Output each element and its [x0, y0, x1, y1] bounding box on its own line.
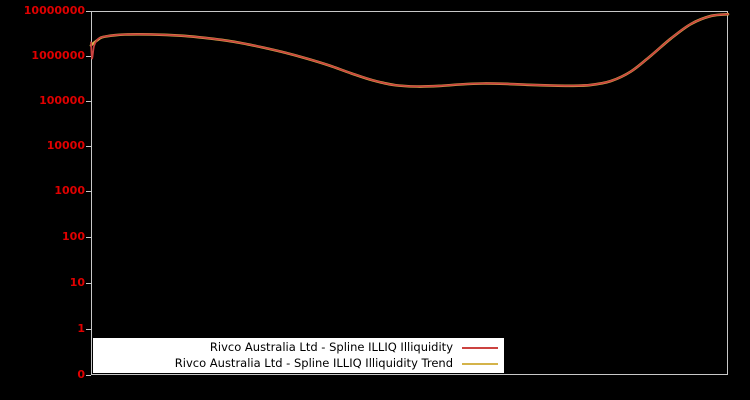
y-axis-tick-labels: 10000000 1000000 100000 10000 1000 100 10 1 0 — [0, 0, 85, 400]
y-tick-label-7: 1 — [77, 322, 85, 335]
legend-entry-illiquidity-trend[interactable]: Rivco Australia Ltd - Spline ILLIQ Illiq… — [93, 356, 504, 372]
y-tick-mark-1 — [86, 56, 91, 57]
series-lines — [89, 12, 730, 88]
y-tick-mark-0 — [86, 11, 91, 12]
y-tick-label-0: 10000000 — [23, 4, 85, 17]
y-tick-mark-6 — [86, 283, 91, 284]
y-tick-mark-3 — [86, 146, 91, 147]
legend-entry-illiquidity[interactable]: Rivco Australia Ltd - Spline ILLIQ Illiq… — [93, 340, 504, 356]
y-tick-mark-8 — [86, 375, 91, 376]
y-tick-mark-5 — [86, 237, 91, 238]
chart-legend[interactable]: Rivco Australia Ltd - Spline ILLIQ Illiq… — [93, 338, 504, 373]
series-line-illiquidity — [90, 13, 729, 88]
y-tick-label-4: 1000 — [54, 184, 85, 197]
legend-swatch-illiquidity-trend — [462, 362, 498, 365]
y-tick-label-6: 10 — [69, 276, 85, 289]
legend-label-illiquidity: Rivco Australia Ltd - Spline ILLIQ Illiq… — [209, 340, 453, 354]
series-line-illiquidity-trend — [89, 12, 730, 88]
legend-swatch-illiquidity — [462, 346, 498, 349]
y-tick-label-8: 0 — [77, 368, 85, 381]
y-tick-mark-7 — [86, 329, 91, 330]
y-tick-label-2: 100000 — [39, 94, 85, 107]
y-tick-mark-4 — [86, 191, 91, 192]
y-tick-label-1: 1000000 — [31, 49, 85, 62]
y-tick-label-5: 100 — [62, 230, 85, 243]
plot-area — [91, 11, 728, 375]
legend-label-illiquidity-trend: Rivco Australia Ltd - Spline ILLIQ Illiq… — [174, 356, 453, 370]
y-tick-mark-2 — [86, 101, 91, 102]
y-tick-label-3: 10000 — [46, 139, 85, 152]
